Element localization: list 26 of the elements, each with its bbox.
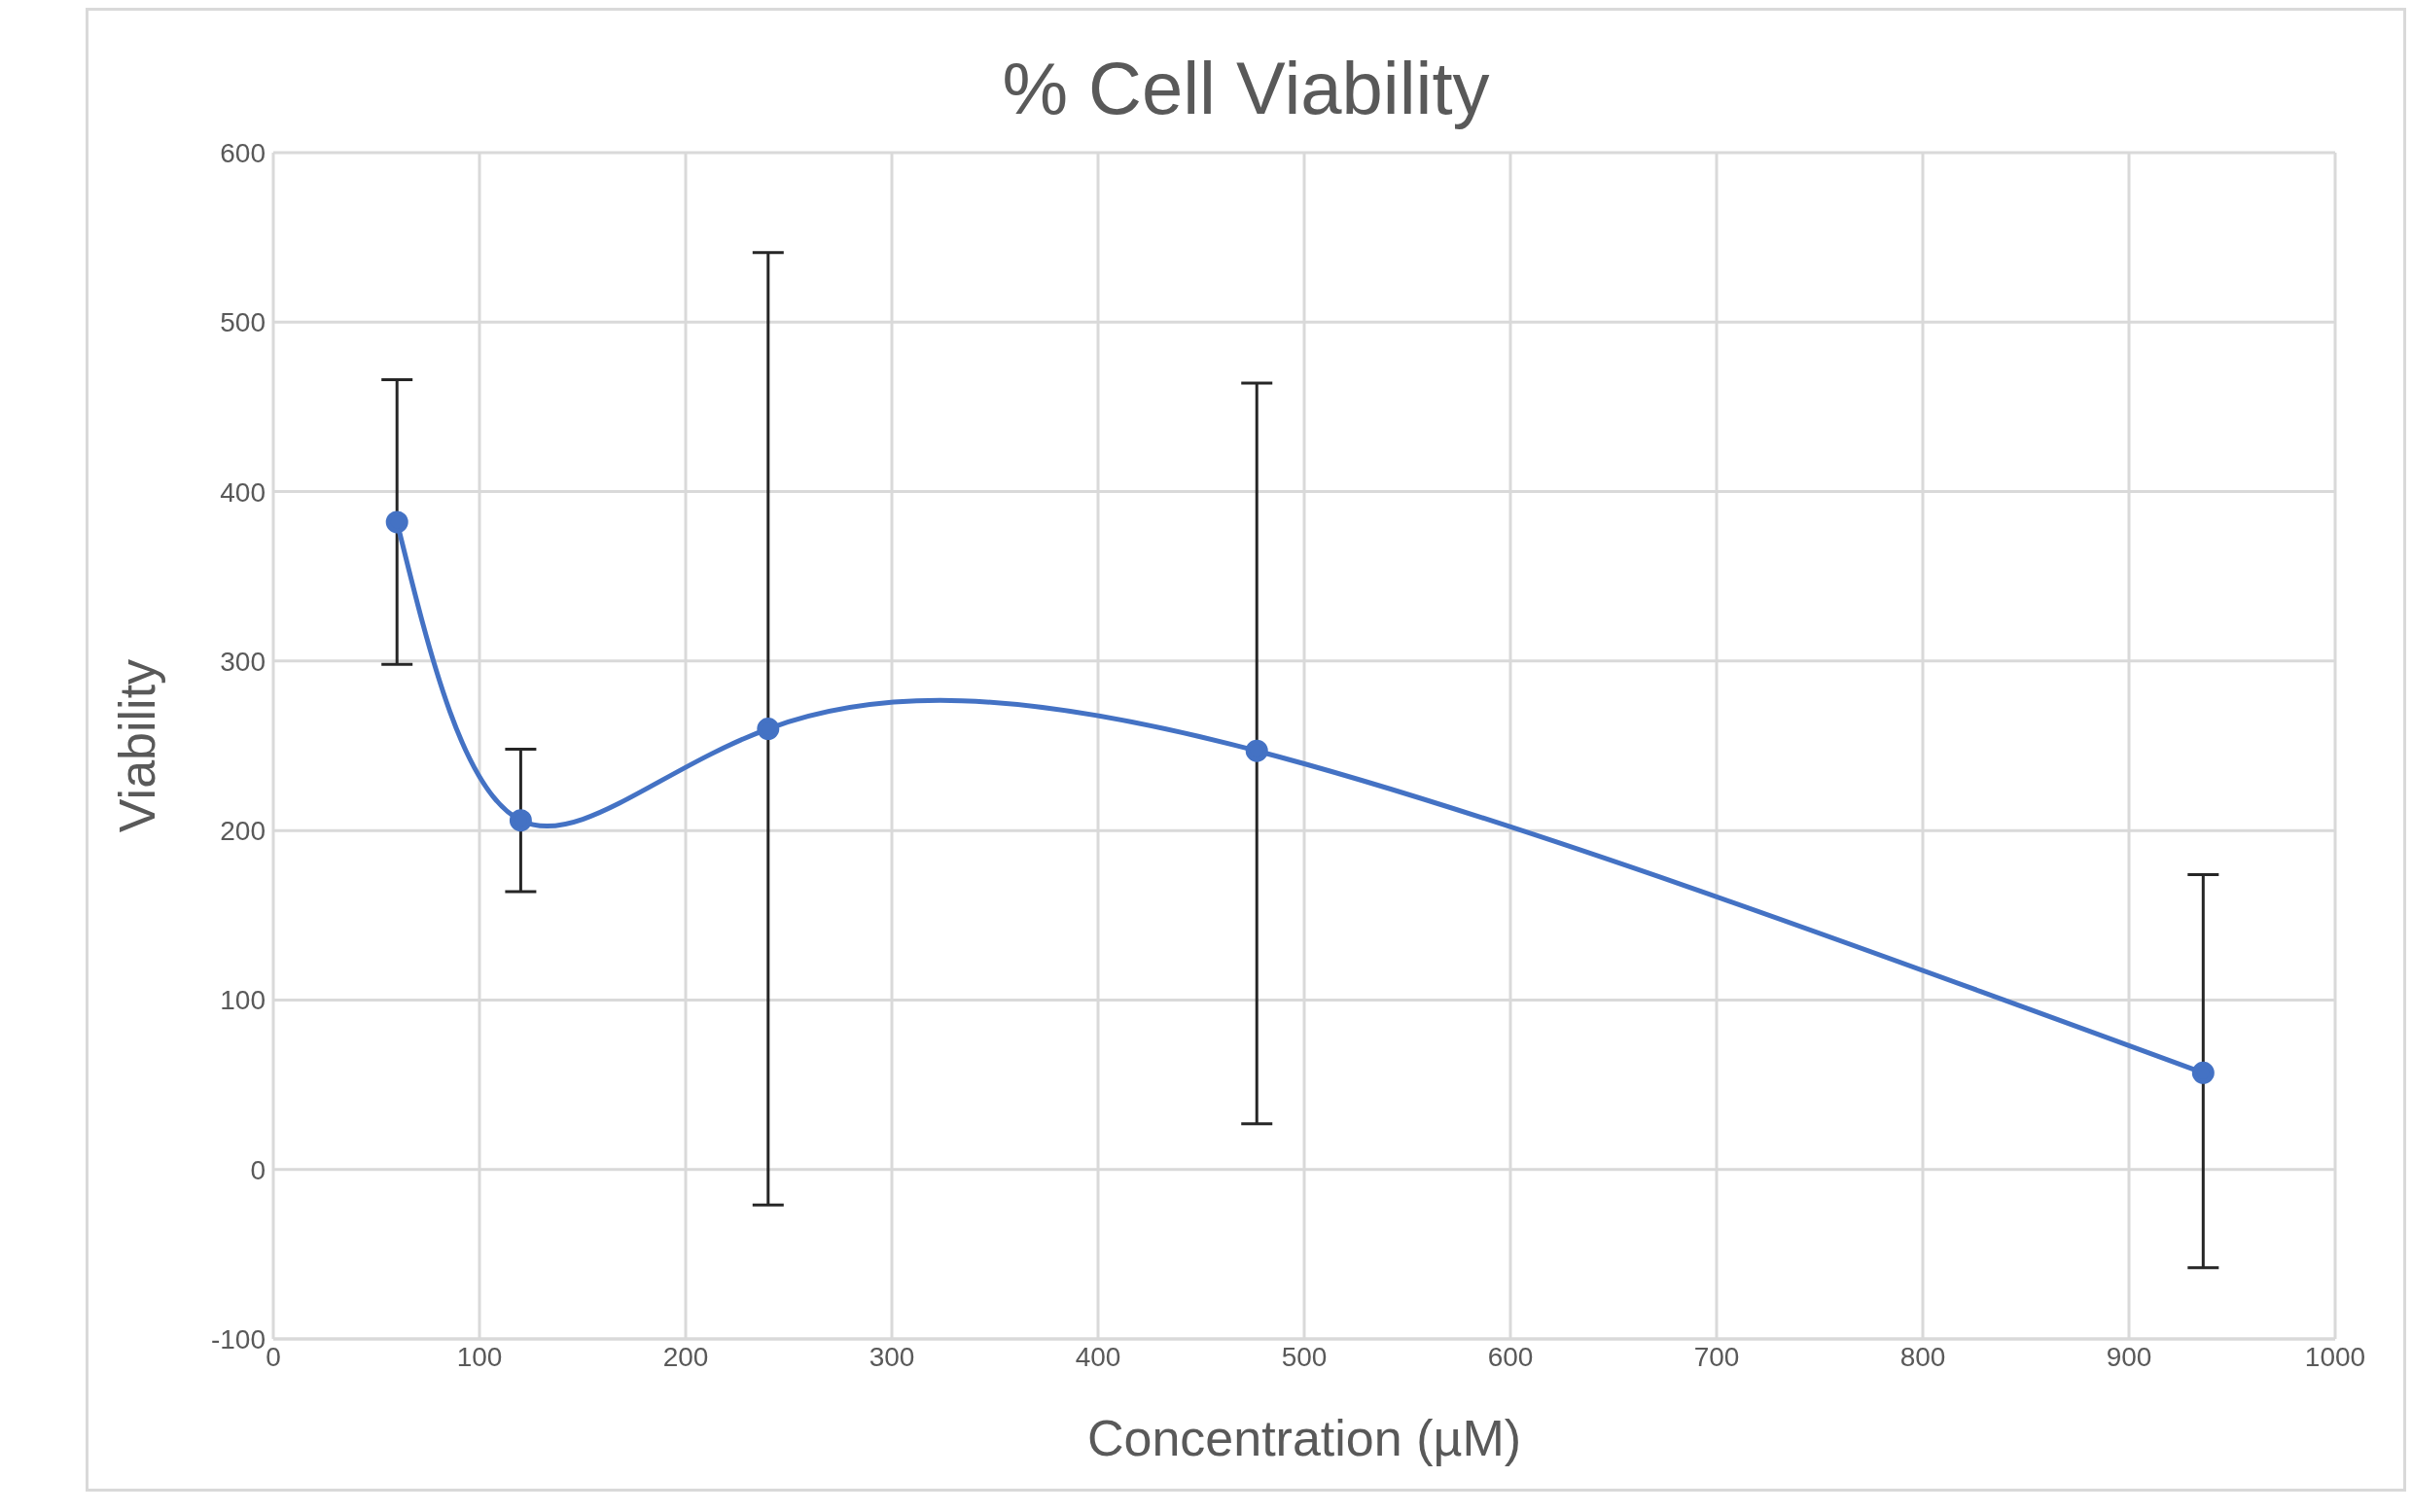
y-tick-label: -100	[210, 1323, 266, 1354]
point	[385, 510, 408, 534]
y-tick-label: 600	[220, 137, 266, 168]
chart-title: % Cell Viability	[1002, 47, 1490, 129]
x-tick-label: 400	[1075, 1341, 1121, 1372]
x-tick-label: 500	[1281, 1341, 1328, 1372]
x-tick-label: 200	[662, 1341, 709, 1372]
x-tick-label: 600	[1487, 1341, 1534, 1372]
point	[509, 809, 532, 832]
y-tick-label: 500	[220, 307, 266, 338]
y-tick-label: 300	[220, 646, 266, 677]
y-tick-label: 0	[250, 1154, 266, 1185]
point	[2191, 1061, 2215, 1084]
x-tick-label: 700	[1693, 1341, 1740, 1372]
x-tick-label: 100	[456, 1341, 503, 1372]
y-axis-title: Viability	[109, 658, 166, 833]
point	[1245, 739, 1268, 762]
point	[757, 718, 780, 741]
x-tick-label: 300	[869, 1341, 915, 1372]
y-tick-label: 100	[220, 985, 266, 1016]
y-tick-label: 400	[220, 476, 266, 508]
x-tick-label: 900	[2106, 1341, 2152, 1372]
x-tick-label: 800	[1899, 1341, 1946, 1372]
x-axis-title: Concentration (µM)	[1086, 1410, 1522, 1466]
y-tick-label: 200	[220, 816, 266, 847]
x-tick-label: 1000	[2304, 1341, 2366, 1372]
